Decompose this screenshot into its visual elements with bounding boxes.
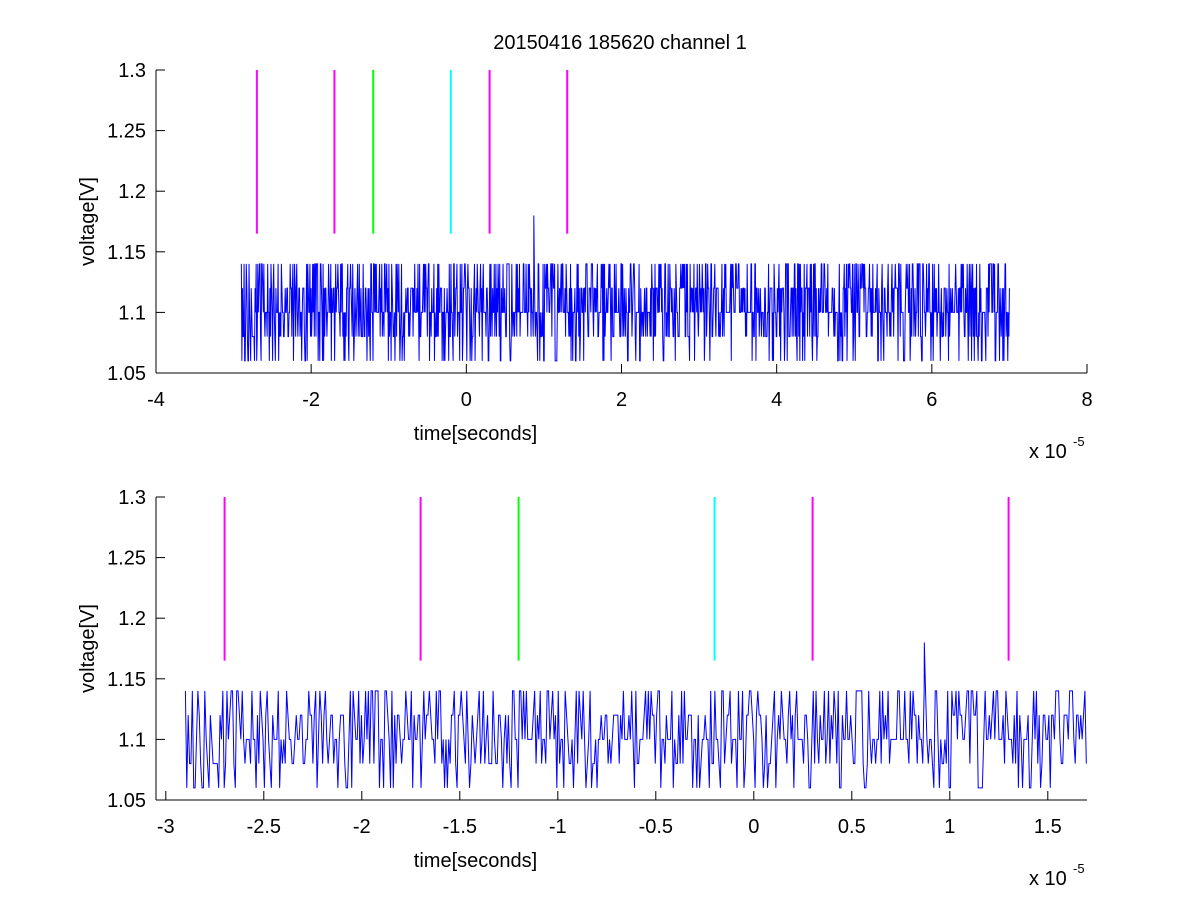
- x-tick-label: 0: [748, 816, 759, 838]
- x-exponent-label: -5: [1073, 861, 1085, 876]
- x-tick-label: -3: [157, 816, 175, 838]
- x-tick-label: -2.5: [247, 816, 281, 838]
- y-tick-label: 1.15: [107, 669, 146, 691]
- x-tick-label: 6: [926, 389, 937, 411]
- x-axis-label: time[seconds]: [414, 850, 537, 872]
- x-tick-label: -1: [549, 816, 567, 838]
- y-axis-label: voltage[V]: [77, 177, 99, 266]
- y-tick-label: 1.15: [107, 242, 146, 264]
- x-multiplier-label: x 10: [1029, 868, 1067, 890]
- y-tick-label: 1.3: [118, 60, 146, 82]
- y-tick-label: 1.1: [118, 729, 146, 751]
- x-tick-label: -4: [147, 389, 165, 411]
- subplot-bottom: 1.05 1.1 1.15 1.2 1.25 1.3 -3 -2.5 -2 -1.5 -1 -0.5 0…: [77, 487, 1087, 890]
- x-multiplier-label: x 10: [1029, 441, 1067, 463]
- x-tick-label: 4: [771, 389, 782, 411]
- x-tick-label: 1.5: [1034, 816, 1062, 838]
- x-axis-label: time[seconds]: [414, 423, 537, 445]
- y-tick-label: 1.25: [107, 121, 146, 143]
- figure-title: 20150416 185620 channel 1: [493, 32, 747, 54]
- x-tick-label: -0.5: [639, 816, 673, 838]
- x-exponent-label: -5: [1073, 434, 1085, 449]
- x-tick-label: 0: [461, 389, 472, 411]
- y-axis-label: voltage[V]: [77, 604, 99, 693]
- signal-trace: [240, 215, 1010, 362]
- y-tick-label: 1.25: [107, 548, 146, 570]
- y-tick-label: 1.2: [118, 181, 146, 203]
- x-tick-label: 2: [616, 389, 627, 411]
- signal-trace: [184, 642, 1087, 789]
- x-tick-label: 8: [1081, 389, 1092, 411]
- y-tick-label: 1.05: [107, 363, 146, 385]
- x-tick-label: 1: [944, 816, 955, 838]
- x-tick-label: 0.5: [838, 816, 866, 838]
- x-tick-label: -2: [302, 389, 320, 411]
- y-tick-label: 1.1: [118, 302, 146, 324]
- y-tick-label: 1.3: [118, 487, 146, 509]
- y-tick-label: 1.2: [118, 608, 146, 630]
- y-tick-label: 1.05: [107, 790, 146, 812]
- x-tick-label: -2: [353, 816, 371, 838]
- x-tick-label: -1.5: [443, 816, 477, 838]
- subplot-top: 1.05 1.1 1.15 1.2 1.25 1.3 -4 -2 0 2 4 6 8 time[secon…: [77, 60, 1093, 463]
